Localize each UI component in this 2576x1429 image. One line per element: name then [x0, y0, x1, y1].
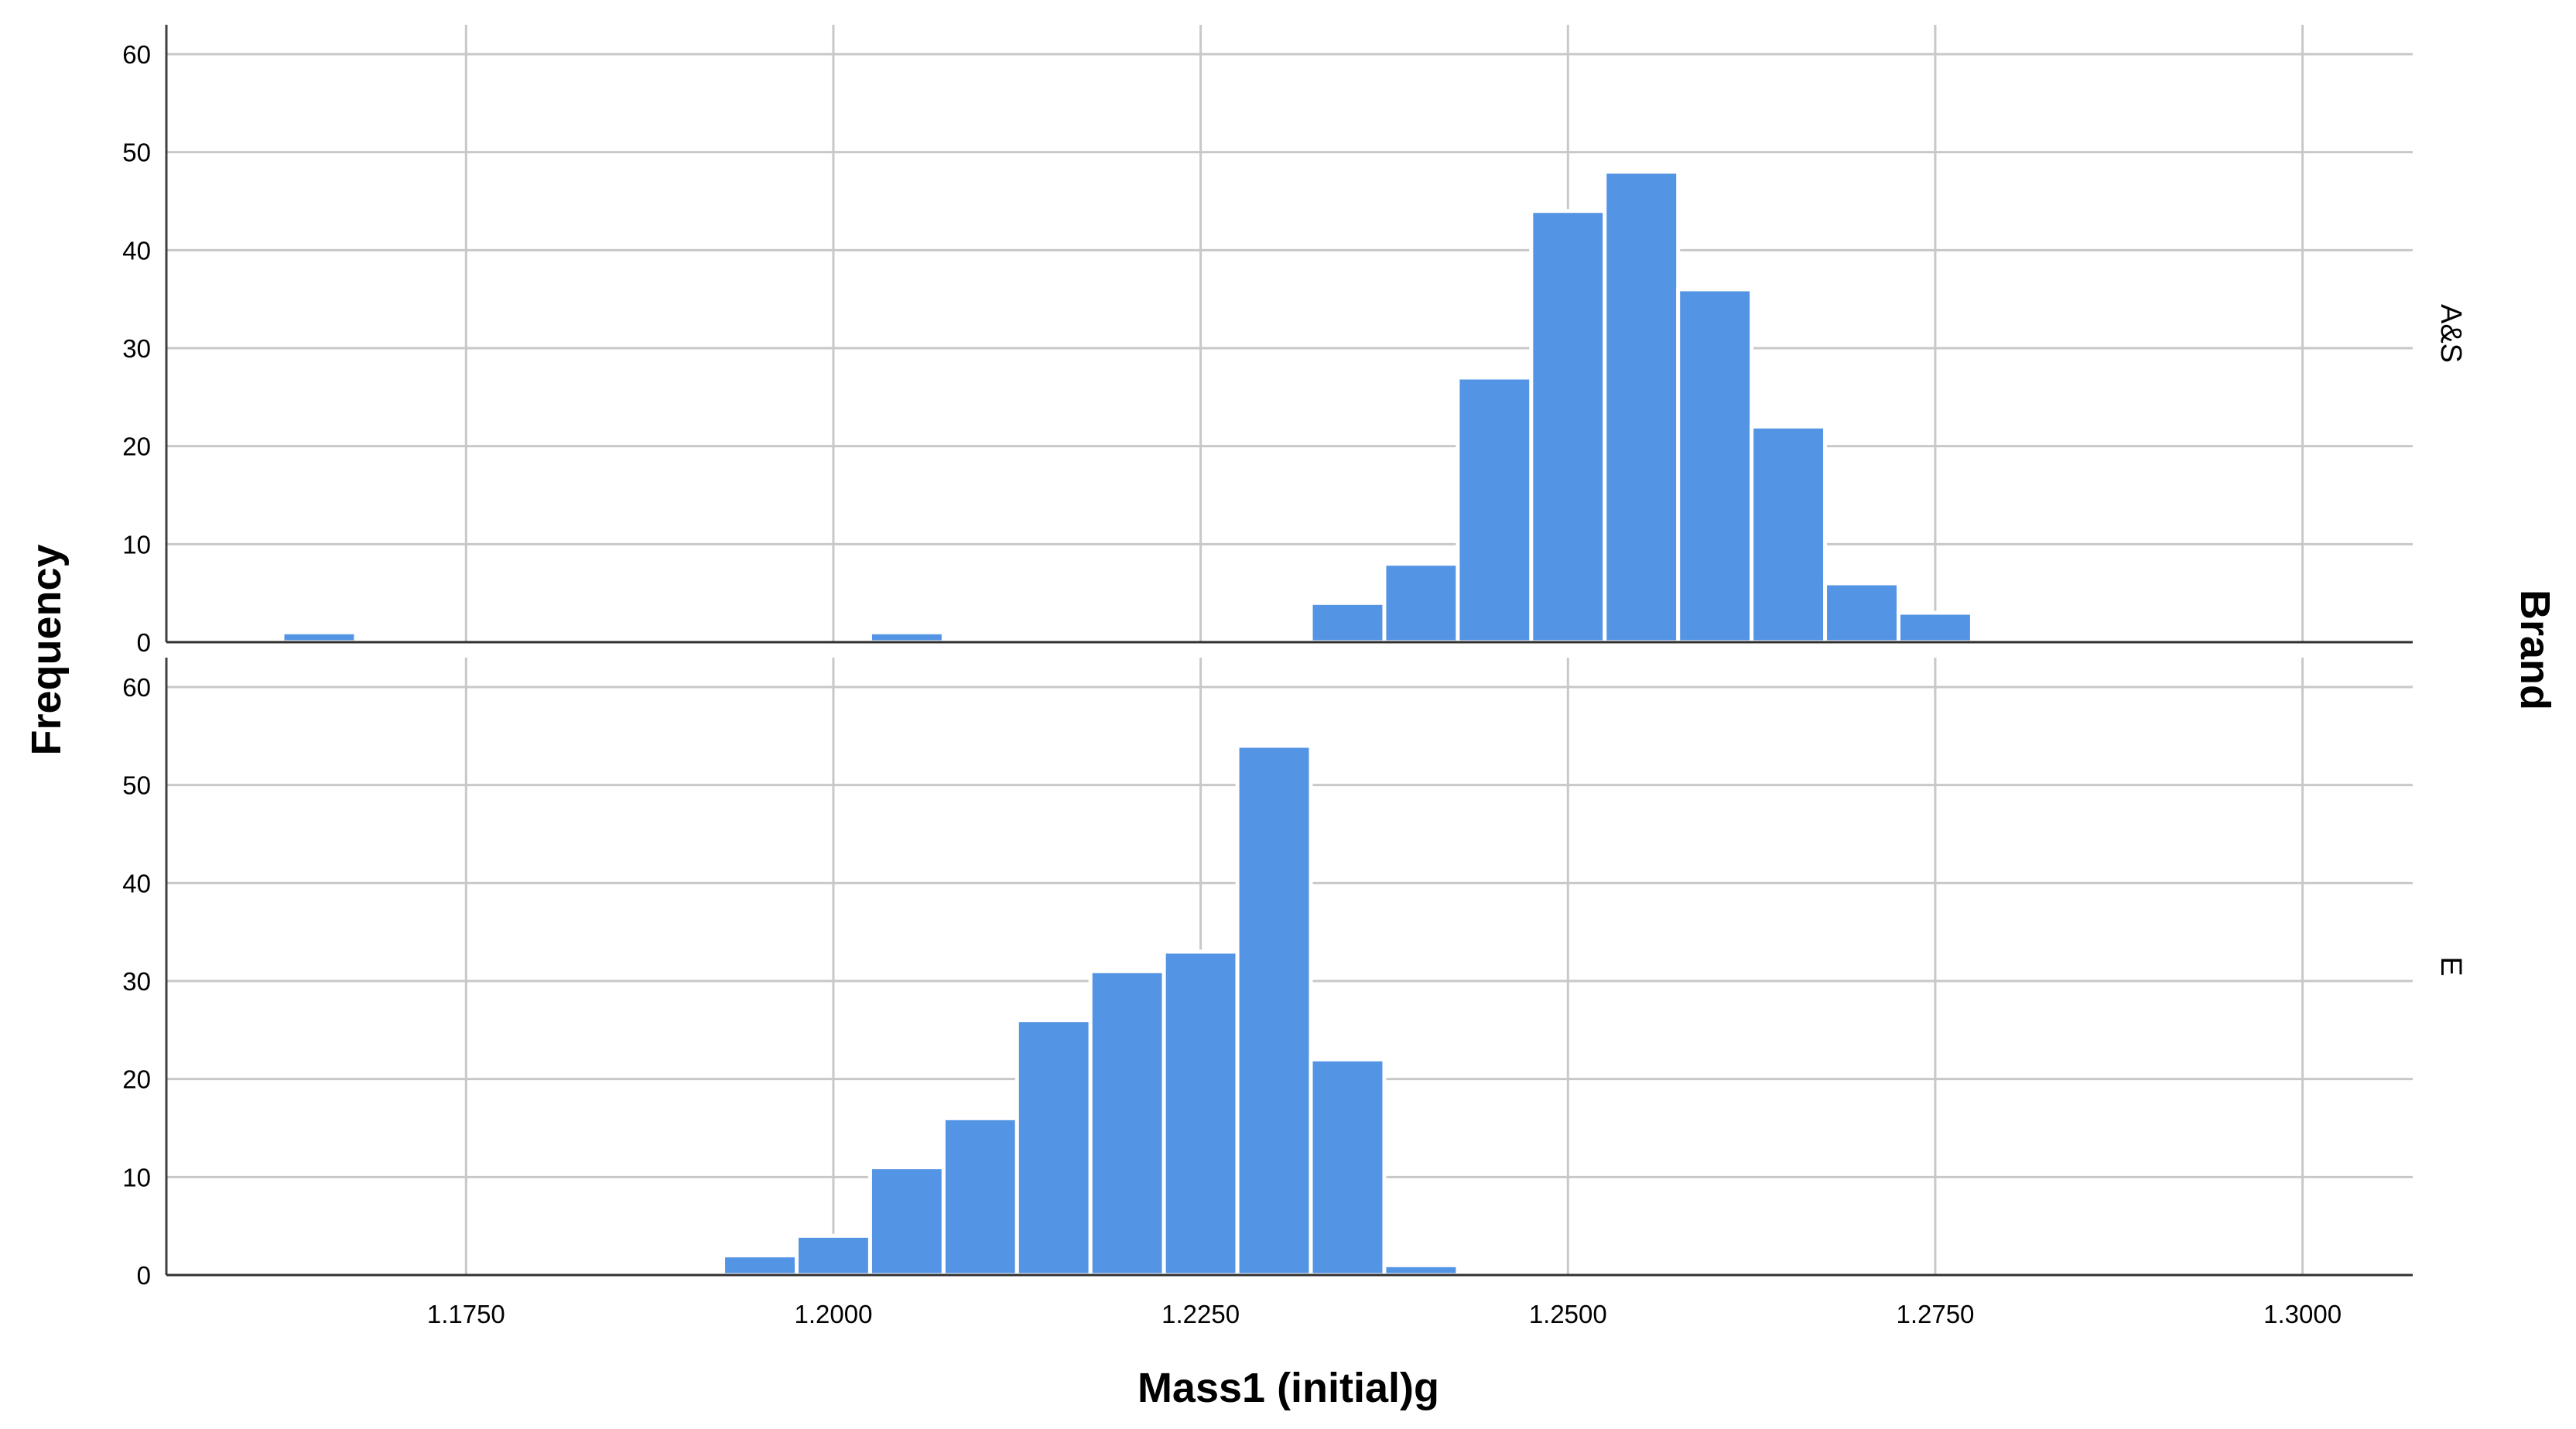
- histogram-bar: [1823, 581, 1900, 644]
- x-tick-label: 1.2750: [1896, 1300, 1974, 1328]
- y-tick-label: 0: [137, 628, 151, 657]
- label-layer: 0 10 20 30 40 50 60 A&S 0 10 20 30 40 50 60 E 1.1750 1.20…: [122, 40, 2467, 1328]
- y-tick-label: 0: [137, 1261, 151, 1290]
- histogram-bar: [1088, 969, 1166, 1277]
- y-tick-label: 60: [122, 673, 151, 702]
- y-tick-label: 40: [122, 869, 151, 897]
- y-tick-label: 50: [122, 138, 151, 167]
- histogram-bar: [795, 1233, 872, 1277]
- histogram-bar: [1529, 209, 1607, 644]
- x-tick-label: 1.3000: [2263, 1300, 2342, 1328]
- facet-panel-label: A&S: [2434, 304, 2467, 363]
- y-tick-label: 20: [122, 432, 151, 461]
- x-tick-label: 1.2000: [795, 1300, 873, 1328]
- histogram-bar: [1309, 1057, 1387, 1277]
- y-tick-label: 60: [122, 40, 151, 69]
- y-tick-label: 10: [122, 1163, 151, 1191]
- histogram-bar: [1161, 949, 1240, 1277]
- histogram-bar: [1014, 1018, 1093, 1277]
- facet-panel-label: E: [2434, 956, 2467, 976]
- y-tick-label: 50: [122, 771, 151, 800]
- histogram-bar: [1309, 600, 1387, 644]
- histogram-bar: [1676, 287, 1754, 644]
- x-tick-label: 1.2250: [1161, 1300, 1240, 1328]
- y-tick-label: 20: [122, 1065, 151, 1094]
- histogram-bar: [1456, 375, 1534, 644]
- histogram-bar: [1235, 744, 1313, 1277]
- x-axis-title: Mass1 (initial)g: [1137, 1365, 1439, 1411]
- histogram-bar: [1603, 169, 1681, 644]
- y-tick-label: 30: [122, 334, 151, 363]
- histogram-bar: [1382, 1263, 1460, 1277]
- histogram-bar: [867, 1165, 946, 1277]
- y-tick-label: 40: [122, 236, 151, 265]
- histogram-bar: [1750, 424, 1828, 644]
- histogram-bar: [867, 630, 946, 644]
- y-axis-title: Frequency: [23, 544, 70, 755]
- y-tick-label: 10: [122, 530, 151, 559]
- histogram-bar: [280, 630, 358, 644]
- y-tick-label: 30: [122, 967, 151, 996]
- histogram-bar: [941, 1116, 1019, 1277]
- facet-axis-title: Brand: [2512, 590, 2558, 710]
- histogram-bar: [1382, 562, 1460, 644]
- x-tick-label: 1.1750: [427, 1300, 505, 1328]
- histogram-bar: [721, 1253, 799, 1277]
- axis-layer: [165, 25, 2413, 1277]
- x-tick-label: 1.2500: [1529, 1300, 1607, 1328]
- histogram-bar: [1896, 610, 1974, 644]
- bar-layer: [280, 169, 1974, 1277]
